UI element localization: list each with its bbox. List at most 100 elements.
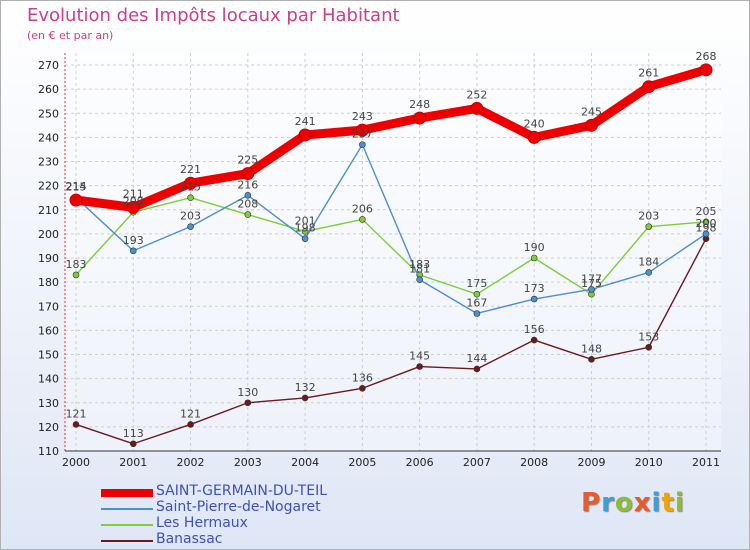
y-tick-label: 220: [38, 180, 59, 193]
data-point: [359, 216, 366, 223]
data-point: [244, 399, 252, 407]
x-tick-label: 2007: [463, 456, 491, 469]
data-point: [126, 200, 140, 214]
x-tick-label: 2009: [577, 456, 605, 469]
data-label: 215: [66, 181, 87, 194]
plot-area: [65, 53, 721, 451]
data-point: [473, 310, 481, 317]
data-point: [244, 191, 252, 199]
y-tick-label: 230: [38, 156, 59, 169]
x-tick-label: 2011: [692, 456, 720, 469]
y-tick-label: 150: [38, 349, 59, 362]
data-label: 181: [409, 263, 430, 276]
data-point: [699, 63, 713, 77]
series-line-1: [75, 143, 707, 315]
data-label: 248: [409, 98, 430, 111]
series-line-2: [75, 196, 707, 295]
chart-subtitle: (en € et par an): [27, 29, 114, 42]
data-label: 193: [123, 234, 144, 247]
data-label: 113: [123, 427, 144, 440]
data-label: 221: [180, 163, 201, 176]
logo-letter: P: [581, 488, 602, 518]
x-tick-label: 2004: [291, 456, 319, 469]
data-label: 208: [237, 198, 258, 211]
data-label: 214: [66, 180, 87, 193]
data-label: 201: [295, 214, 316, 227]
data-point: [129, 247, 137, 255]
y-tick-label: 120: [38, 421, 59, 434]
data-point: [359, 141, 366, 148]
data-point: [416, 363, 423, 370]
data-point: [645, 269, 653, 276]
data-point: [355, 123, 369, 137]
data-label: 130: [237, 386, 258, 399]
data-label: 132: [295, 381, 316, 394]
data-label: 121: [180, 407, 201, 420]
data-point: [645, 223, 653, 230]
data-point: [473, 290, 481, 298]
logo-letter: t: [661, 488, 675, 518]
y-tick-label: 260: [38, 83, 59, 96]
data-label: 198: [295, 222, 316, 235]
data-label: 245: [581, 105, 602, 118]
legend-swatch: [101, 524, 153, 526]
legend-label: Banassac: [156, 531, 223, 547]
logo-letter: i: [651, 488, 662, 518]
data-label: 225: [237, 154, 258, 167]
x-tick-label: 2005: [348, 456, 376, 469]
y-tick-label: 140: [38, 373, 59, 386]
series-line-0: [71, 65, 711, 212]
data-label: 190: [524, 241, 545, 254]
data-label: 268: [696, 50, 717, 63]
data-label: 177: [581, 272, 602, 285]
series-layer: [69, 63, 713, 448]
data-label: 261: [638, 67, 659, 80]
data-label: 209: [123, 195, 144, 208]
data-label: 240: [524, 117, 545, 130]
x-tick-label: 2000: [62, 456, 90, 469]
x-tick-label: 2002: [177, 456, 205, 469]
x-tick-label: 2008: [520, 456, 548, 469]
data-point: [301, 235, 309, 242]
data-label: 184: [638, 255, 659, 268]
legend-swatch: [101, 540, 153, 542]
y-tick-label: 210: [38, 204, 59, 217]
data-label: 243: [352, 110, 373, 123]
y-tick-label: 170: [38, 300, 59, 313]
data-label: 167: [466, 296, 487, 309]
data-point: [187, 194, 194, 201]
logo-letter: o: [614, 488, 634, 518]
data-point: [530, 254, 538, 262]
data-point: [187, 223, 194, 230]
data-label: 173: [524, 282, 545, 295]
data-label: 136: [352, 371, 373, 384]
data-point: [588, 356, 595, 363]
data-point: [527, 130, 541, 144]
data-point: [642, 80, 656, 94]
data-point: [530, 336, 538, 344]
data-point: [187, 421, 194, 428]
labels-layer: 214 211 221 225 241 243 248 252 240 245 261 268 215 1…: [66, 50, 717, 440]
data-point: [129, 440, 137, 448]
data-point: [530, 295, 538, 303]
data-label: 148: [581, 342, 602, 355]
data-label: 153: [638, 330, 659, 343]
data-point: [702, 218, 710, 226]
data-label: 211: [123, 187, 144, 200]
y-tick-label: 250: [38, 107, 59, 120]
legend-label: Saint-Pierre-de-Nogaret: [156, 499, 321, 515]
legend-label: SAINT-GERMAIN-DU-TEIL: [156, 483, 328, 499]
data-point: [72, 421, 80, 428]
data-point: [413, 111, 427, 125]
axes: 110 120 130 140 150 160 170 180 190 200 210 220 230 2…: [38, 53, 721, 469]
data-point: [473, 365, 481, 373]
series-line-3: [75, 237, 707, 445]
data-label: 215: [180, 181, 201, 194]
data-point: [184, 176, 198, 190]
data-point: [72, 271, 80, 279]
chart-title: Evolution des Impôts locaux par Habitant: [27, 5, 400, 26]
data-label: 241: [295, 115, 316, 128]
data-point: [645, 343, 653, 351]
